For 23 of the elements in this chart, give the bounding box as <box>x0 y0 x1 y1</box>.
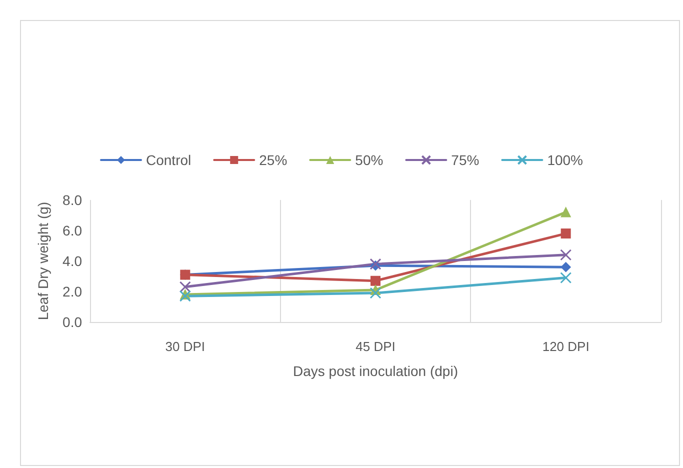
point <box>560 207 571 218</box>
point <box>560 228 571 239</box>
y-tick-label: 0.0 <box>62 314 82 330</box>
legend-label: 50% <box>355 152 384 168</box>
point <box>560 262 571 272</box>
x-tick-label: 45 DPI <box>356 339 396 354</box>
point <box>560 272 572 284</box>
x-axis-title: Days post inoculation (dpi) <box>293 363 458 379</box>
x-tick-label: 30 DPI <box>165 339 206 354</box>
legend-label: 100% <box>547 152 584 168</box>
legend-label: Control <box>146 152 192 168</box>
legend-label: 25% <box>259 152 288 168</box>
point <box>179 281 191 293</box>
y-tick-label: 6.0 <box>62 222 82 238</box>
y-tick-label: 2.0 <box>62 284 82 300</box>
point <box>370 287 382 299</box>
y-tick-label: 8.0 <box>62 192 82 208</box>
legend-label: 75% <box>451 152 480 168</box>
point <box>560 249 572 261</box>
point <box>370 276 380 286</box>
y-tick-label: 4.0 <box>62 253 82 269</box>
x-tick-label: 120 DPI <box>542 339 590 354</box>
y-axis-title: Leaf Dry weight (g) <box>35 202 51 320</box>
